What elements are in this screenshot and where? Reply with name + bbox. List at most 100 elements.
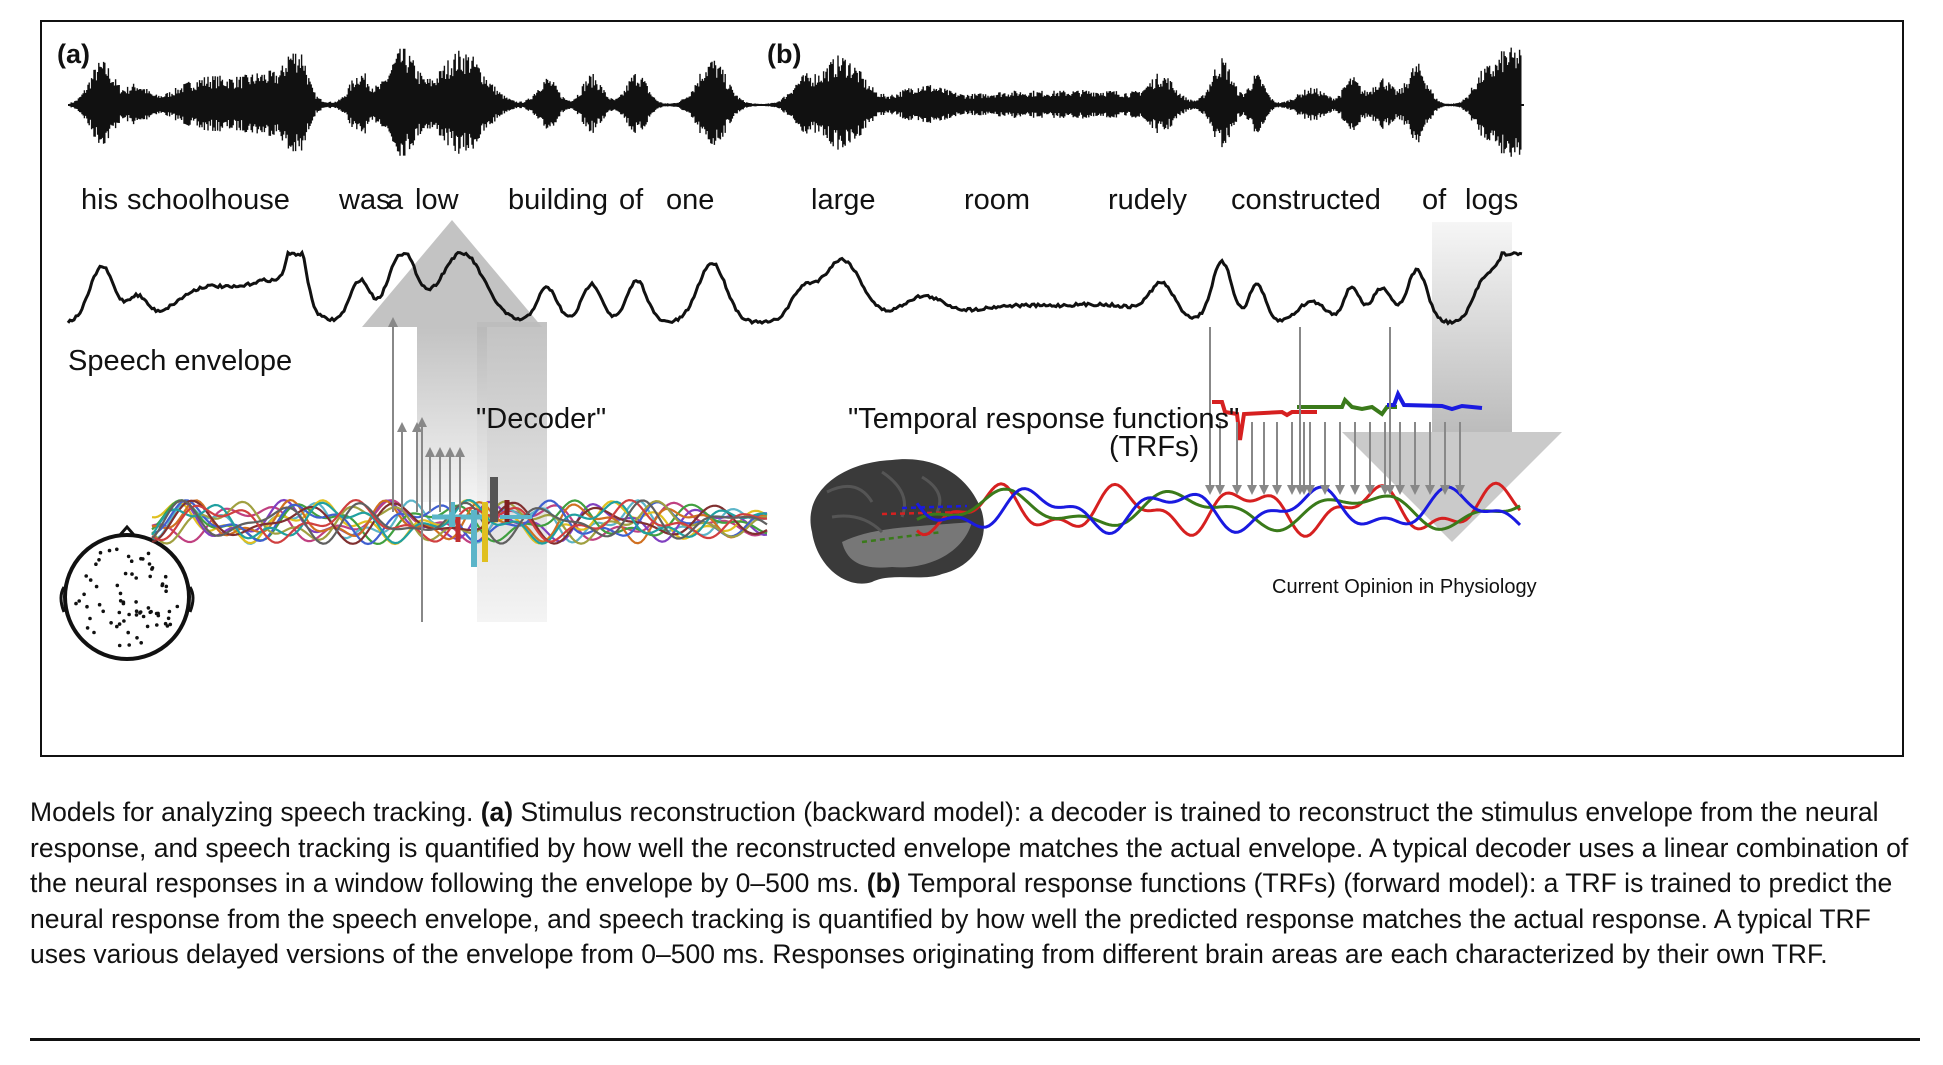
word-logs: logs <box>1465 184 1519 216</box>
electrode-dot <box>118 599 123 603</box>
caption-a-label: (a) <box>480 797 514 827</box>
trf-kernels <box>1212 389 1483 441</box>
electrode-dot <box>117 643 122 648</box>
electrode-dot <box>166 616 171 621</box>
electrode-dot <box>115 624 119 629</box>
electrode-dot <box>126 630 130 635</box>
electrode-dot <box>84 574 88 578</box>
electrode-dot <box>155 623 159 627</box>
figure-frame: (a) (b) his schoolhouse was a low buildi… <box>40 20 1904 757</box>
electrode-dot <box>145 624 150 629</box>
word-rudely: rudely <box>1108 184 1187 216</box>
predicted-response-trace <box>915 481 1522 538</box>
electrode-dot <box>134 600 138 604</box>
word-of-2: of <box>1422 184 1447 216</box>
electrode-dot <box>121 601 126 606</box>
word-was: was <box>339 184 391 216</box>
electrode-dot <box>88 578 93 582</box>
trf-label-line1: "Temporal response functions" <box>848 403 1240 435</box>
electrode-dot <box>130 572 134 576</box>
electrode-dot <box>175 604 180 609</box>
electrode-dot <box>117 622 122 626</box>
electrode-dot <box>167 609 172 614</box>
electrode-dot <box>77 599 81 603</box>
electrode-dot <box>139 556 143 561</box>
caption-b-label: (b) <box>866 868 901 898</box>
speech-waveform <box>68 47 1524 157</box>
electrode-dot <box>94 562 98 566</box>
word-low: low <box>415 184 459 216</box>
electrode-dot <box>123 571 128 576</box>
electrode-dot <box>115 583 120 588</box>
electrode-dot <box>115 547 119 552</box>
bottom-rule <box>30 1038 1920 1041</box>
electrode-dot <box>135 636 139 640</box>
electrode-dot <box>148 574 152 579</box>
word-schoolhouse: schoolhouse <box>127 184 290 216</box>
decoder-label: "Decoder" <box>476 403 607 435</box>
word-a: a <box>387 184 404 216</box>
panel-a-label: (a) <box>57 39 90 69</box>
decoder-pointers <box>388 317 465 512</box>
word-room: room <box>964 184 1031 216</box>
word-constructed: constructed <box>1231 184 1381 216</box>
electrode-dot <box>150 567 154 571</box>
speech-envelope-line <box>66 249 1523 326</box>
electrode-dot <box>129 559 134 563</box>
panel-b-label: (b) <box>767 39 802 69</box>
electrode-dot <box>147 562 152 566</box>
caption-b-text: Temporal response functions (TRFs) (forw… <box>30 868 1893 969</box>
electrode-dot <box>146 606 151 610</box>
electrode-dot <box>163 574 168 579</box>
electrode-dot <box>134 613 139 617</box>
eeg-head-icon <box>59 524 195 661</box>
up-arrow-icon <box>362 220 547 622</box>
predicted-response-trace <box>915 485 1522 536</box>
electrode-dot <box>164 584 169 589</box>
down-arrow-icon <box>1342 222 1562 542</box>
electrode-dot <box>127 612 131 617</box>
decoder-weights-icon <box>417 417 532 622</box>
electrode-dot <box>74 601 78 606</box>
electrode-dot <box>127 643 131 647</box>
electrode-dot <box>97 602 102 607</box>
caption-intro: Models for analyzing speech tracking. <box>30 797 481 827</box>
electrode-dot <box>164 589 168 593</box>
word-his: his <box>81 184 119 216</box>
electrode-dot <box>138 610 143 614</box>
electrode-dot <box>85 604 89 609</box>
electrode-dot <box>109 621 113 625</box>
brain-icon <box>810 459 984 584</box>
electrode-dot <box>141 614 146 619</box>
electrode-dot <box>122 619 126 623</box>
electrode-dot <box>149 609 153 614</box>
electrode-dot <box>85 626 90 630</box>
electrode-dot <box>126 554 131 559</box>
electrode-dot <box>82 592 86 597</box>
word-building: building <box>508 184 608 216</box>
up-arrow-head <box>362 220 542 327</box>
electrode-dot <box>160 582 165 586</box>
up-arrow-shaft <box>417 327 487 502</box>
predicted-response-traces <box>915 481 1522 538</box>
trf-pointers <box>1205 327 1465 495</box>
figure-caption: Models for analyzing speech tracking. (a… <box>30 795 1910 973</box>
electrode-dot <box>101 609 105 614</box>
word-one: one <box>666 184 715 216</box>
word-large: large <box>811 184 876 216</box>
electrode-dot <box>134 609 139 613</box>
word-of: of <box>619 184 644 216</box>
electrode-dot <box>92 630 96 635</box>
electrode-dot <box>168 622 173 627</box>
figure-credit: Current Opinion in Physiology <box>1272 576 1537 598</box>
figure-graphic <box>59 47 1562 661</box>
electrode-dot <box>97 558 101 562</box>
electrode-dot <box>163 621 168 626</box>
electrode-dot <box>117 610 122 615</box>
electrode-dot <box>118 591 123 596</box>
caption-a-text: Stimulus reconstruction (backward model)… <box>30 797 1909 898</box>
electrode-dot <box>107 548 112 553</box>
electrode-dot <box>98 550 103 555</box>
electrode-dot <box>88 616 92 621</box>
electrode-dot <box>139 641 143 645</box>
